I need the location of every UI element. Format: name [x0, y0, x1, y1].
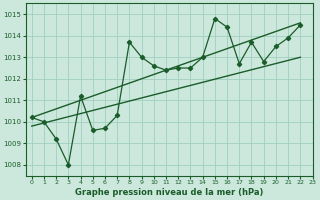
- X-axis label: Graphe pression niveau de la mer (hPa): Graphe pression niveau de la mer (hPa): [75, 188, 263, 197]
